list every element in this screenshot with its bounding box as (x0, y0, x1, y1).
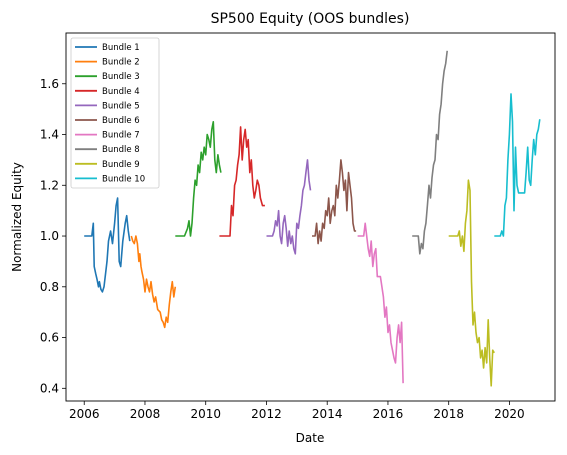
plot-frame (65, 32, 556, 402)
chart-title: SP500 Equity (OOS bundles) (211, 11, 410, 27)
y-tick-label: 0.6 (40, 331, 59, 345)
legend: Bundle 1 Bundle 2 Bundle 3 Bundle 4 Bundle 5… (70, 37, 160, 189)
legend-label-bundle-2: Bundle 2 (102, 58, 140, 68)
series-line-bundle-7 (357, 222, 404, 384)
series-line-bundle-4 (219, 126, 265, 237)
series-line-bundle-1 (84, 197, 131, 293)
x-tick-label: 2010 (190, 407, 221, 421)
series-line-bundle-10 (494, 93, 541, 237)
y-tick-label: 1.4 (40, 128, 59, 142)
plot-area (84, 50, 541, 387)
y-tick-label: 0.8 (40, 280, 59, 294)
legend-label-bundle-4: Bundle 4 (102, 87, 140, 97)
legend-label-bundle-10: Bundle 10 (102, 174, 145, 184)
x-tick-label: 2016 (373, 407, 404, 421)
legend-label-bundle-9: Bundle 9 (102, 160, 140, 170)
y-tick-label: 1.0 (40, 229, 59, 243)
y-tick-label: 0.4 (40, 381, 59, 395)
y-axis-label: Normalized Equity (10, 162, 24, 272)
x-tick-label: 2018 (433, 407, 464, 421)
legend-label-bundle-8: Bundle 8 (102, 145, 140, 155)
y-tick-label: 1.6 (40, 77, 59, 91)
series-line-bundle-2 (130, 235, 177, 329)
legend-label-bundle-7: Bundle 7 (102, 131, 140, 141)
series-line-bundle-5 (266, 159, 312, 255)
x-tick-label: 2006 (69, 407, 100, 421)
series-line-bundle-6 (312, 159, 357, 245)
x-tick-label: 2014 (312, 407, 343, 421)
series-line-bundle-9 (448, 179, 495, 387)
x-tick-label: 2008 (130, 407, 161, 421)
y-tick-label: 1.2 (40, 178, 59, 192)
legend-label-bundle-5: Bundle 5 (102, 101, 140, 111)
legend-label-bundle-3: Bundle 3 (102, 72, 140, 82)
y-axis: 0.4 0.6 0.8 1.0 1.2 1.4 1.6 (40, 77, 66, 395)
series-line-bundle-8 (412, 50, 448, 255)
x-axis-label: Date (296, 431, 325, 445)
legend-label-bundle-6: Bundle 6 (102, 116, 140, 126)
legend-label-bundle-1: Bundle 1 (102, 43, 140, 53)
x-tick-label: 2020 (494, 407, 525, 421)
series-line-bundle-3 (175, 121, 222, 237)
x-axis: 2006 2008 2010 2012 2014 2016 2018 2020 (69, 401, 525, 421)
x-tick-label: 2012 (251, 407, 282, 421)
